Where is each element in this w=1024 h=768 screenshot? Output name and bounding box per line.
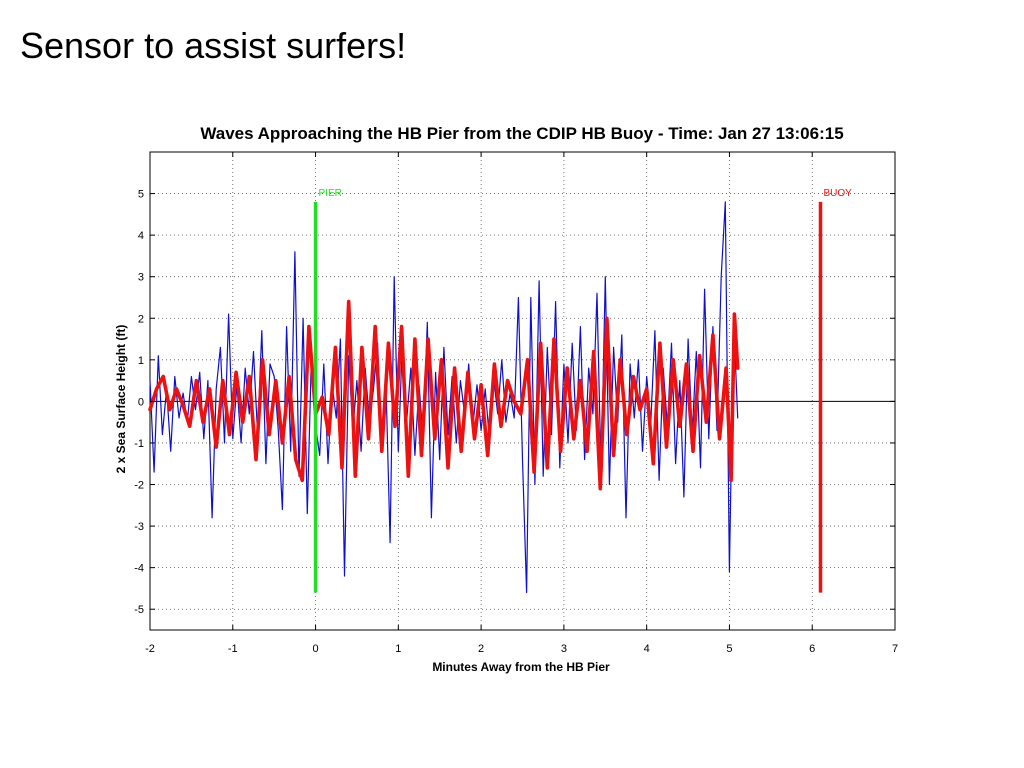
x-tick-label: -2 xyxy=(145,643,155,655)
x-tick-label: 4 xyxy=(644,643,650,655)
y-tick-label: -4 xyxy=(134,563,144,575)
y-tick-label: 0 xyxy=(138,396,144,408)
grid-layer xyxy=(150,152,895,630)
y-tick-label: 2 xyxy=(138,313,144,325)
x-tick-label: 6 xyxy=(809,643,815,655)
y-tick-label: -1 xyxy=(134,438,144,450)
y-tick-label: 3 xyxy=(138,272,144,284)
y-tick-label: -3 xyxy=(134,521,144,533)
buoy-marker-label: BUOY xyxy=(824,188,853,199)
y-axis-label: 2 x Sea Surface Height (ft) xyxy=(114,325,128,474)
marker-layer: PIER BUOY xyxy=(313,188,853,593)
slide-title: Sensor to assist surfers! xyxy=(20,25,407,66)
x-tick-label: 1 xyxy=(395,643,401,655)
x-tick-label: 7 xyxy=(892,643,898,655)
y-tick-label: 1 xyxy=(138,355,144,367)
x-tick-label: -1 xyxy=(228,643,238,655)
y-tick-label: -2 xyxy=(134,480,144,492)
x-tick-label: 0 xyxy=(312,643,318,655)
y-tick-label: -5 xyxy=(134,604,144,616)
y-tick-label: 5 xyxy=(138,189,144,201)
chart-title: Waves Approaching the HB Pier from the C… xyxy=(200,124,843,143)
series-line-2 xyxy=(148,299,740,491)
pier-marker-label: PIER xyxy=(319,188,342,199)
series-layer xyxy=(148,201,740,594)
y-tick-label: 4 xyxy=(138,230,144,242)
series-line-1 xyxy=(149,201,739,594)
x-axis-label: Minutes Away from the HB Pier xyxy=(432,660,610,674)
x-tick-label: 5 xyxy=(726,643,732,655)
x-tick-label: 3 xyxy=(561,643,567,655)
tick-layer: -2 -1 0 1 2 3 4 5 6 7 -5 -4 -3 -2 -1 0 1 2 3 4 5 xyxy=(134,152,898,655)
x-tick-label: 2 xyxy=(478,643,484,655)
